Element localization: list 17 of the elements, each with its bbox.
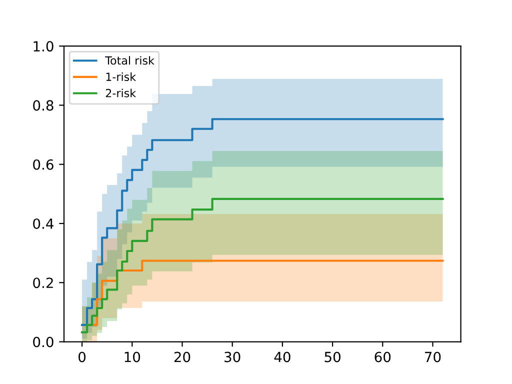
x-tick-label: 10	[124, 352, 140, 362]
y-tick-label: 0.6	[33, 159, 54, 170]
y-tick-label: 1.0	[34, 41, 54, 52]
y-tick-label: 0.2	[33, 278, 53, 288]
legend-label: 1-risk	[106, 72, 136, 81]
x-tick-label: 30	[224, 352, 240, 362]
x-tick-label: 60	[374, 352, 391, 362]
x-tick-label: 0	[78, 352, 86, 362]
y-tick-label: 0.0	[33, 336, 54, 348]
x-tick-label: 40	[274, 352, 290, 362]
x-tick-label: 50	[324, 352, 340, 362]
legend-label: Total risk	[105, 56, 154, 65]
y-tick-label: 0.8	[33, 100, 54, 111]
y-tick-label: 0.4	[33, 218, 54, 229]
x-tick-label: 70	[425, 352, 441, 362]
x-tick-label: 20	[174, 352, 190, 362]
legend-label: 2-risk	[106, 88, 136, 98]
